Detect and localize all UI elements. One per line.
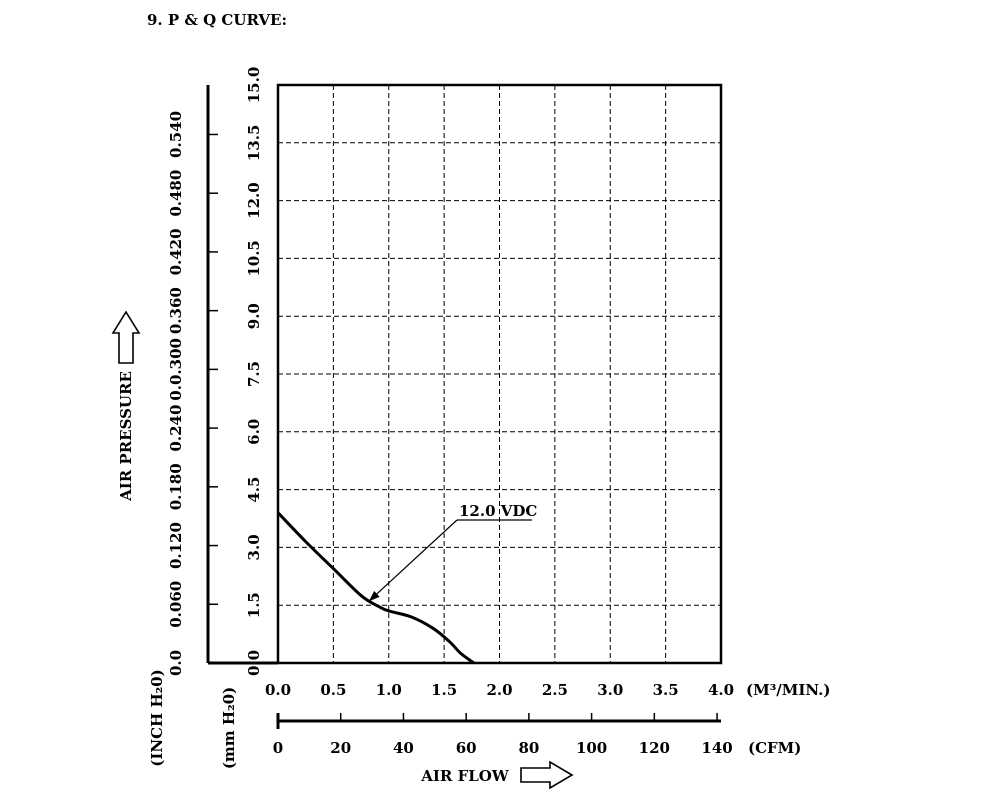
inch-tick-label: 0.240: [167, 405, 185, 452]
cfm-tick-label: 40: [393, 739, 414, 757]
grid-lines: [278, 85, 721, 663]
cfm-tick-label: 100: [576, 739, 607, 757]
x-tick-label: 0.5: [320, 681, 346, 699]
inch-tick-label: 0.0.300: [167, 338, 185, 401]
x-tick-label: 3.0: [597, 681, 623, 699]
annotation-arrowhead: [368, 590, 380, 602]
cfm-unit-label: (CFM): [748, 739, 801, 757]
mm-tick-label: 3.0: [245, 534, 263, 560]
inch-tick-labels: 0.0 0.060 0.120 0.180 0.240 0.0.300 0.360 0.420…: [167, 111, 218, 676]
x-axis-label: AIR FLOW: [420, 767, 510, 785]
curve-12vdc: [276, 511, 475, 665]
mm-tick-label: 13.5: [245, 125, 263, 162]
mm-tick-label: 4.5: [245, 477, 263, 503]
mm-tick-label: 7.5: [245, 361, 263, 387]
mm-tick-label: 10.5: [245, 240, 263, 277]
mm-tick-label: 9.0: [245, 303, 263, 329]
inch-tick-label: 0.540: [167, 111, 185, 158]
x-tick-labels: 0.0 0.5 1.0 1.5 2.0 2.5 3.0 3.5 4.0: [265, 681, 734, 699]
inch-tick-label: 0.360: [167, 287, 185, 334]
mm-tick-labels: 0.0 1.5 3.0 4.5 6.0 7.5 9.0 10.5 12.0 13.5 15.0: [245, 67, 263, 676]
inch-tick-label: 0.060: [167, 581, 185, 628]
mm-tick-label: 0.0: [245, 650, 263, 676]
cfm-tick-labels: 0 20 40 60 80 100 120 140: [273, 713, 733, 757]
x-tick-label: 4.0: [708, 681, 734, 699]
inch-tick-label: 0.180: [167, 463, 185, 510]
cfm-tick-label: 20: [330, 739, 351, 757]
mm-tick-label: 6.0: [245, 419, 263, 445]
annotation-label: 12.0 VDC: [459, 502, 537, 520]
x-tick-label: 1.0: [376, 681, 402, 699]
y-axis-label: AIR PRESSURE: [117, 371, 135, 502]
inch-tick-label: 0.120: [167, 522, 185, 569]
mm-tick-label: 12.0: [245, 182, 263, 219]
plot-frame: [276, 83, 723, 665]
section-heading: 9. P & Q CURVE:: [147, 11, 287, 29]
cfm-tick-label: 0: [273, 739, 283, 757]
inch-tick-label: 0.480: [167, 170, 185, 217]
annotation-leader: [368, 519, 458, 602]
x-tick-label: 1.5: [431, 681, 457, 699]
cfm-tick-label: 80: [518, 739, 539, 757]
x-tick-label: 0.0: [265, 681, 291, 699]
up-arrow-icon: [111, 310, 141, 364]
inch-unit-label: (INCH H₂0): [148, 669, 166, 766]
mm-unit-label: (mm H₂0): [220, 687, 238, 769]
mm-tick-label: 1.5: [245, 592, 263, 618]
x-tick-label: 2.5: [542, 681, 568, 699]
inch-tick-label: 0.0: [167, 650, 185, 676]
cfm-tick-label: 140: [701, 739, 732, 757]
cfm-tick-label: 60: [456, 739, 477, 757]
x-tick-label: 3.5: [653, 681, 679, 699]
inch-tick-label: 0.420: [167, 228, 185, 275]
x-tick-label: 2.0: [486, 681, 512, 699]
right-arrow-icon: [520, 760, 574, 790]
mm-tick-label: 15.0: [245, 67, 263, 104]
x-unit-label: (M³/MIN.): [746, 681, 830, 699]
cfm-tick-label: 120: [639, 739, 670, 757]
